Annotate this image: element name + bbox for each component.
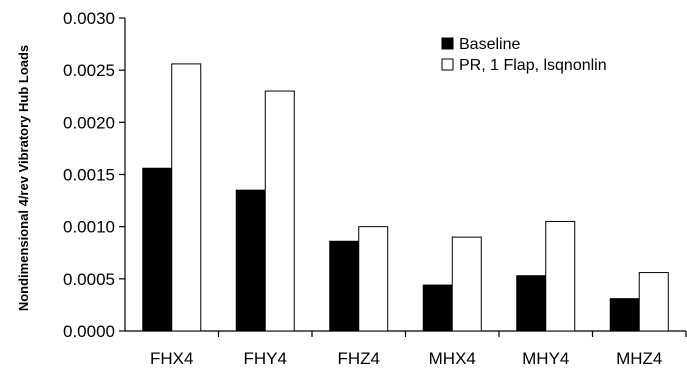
legend-label-baseline: Baseline: [459, 36, 520, 53]
bar-baseline-fhy4: [235, 189, 266, 332]
y-tick-label: 0.0025: [63, 61, 115, 80]
x-tick-label-fhy4: FHY4: [244, 349, 287, 368]
x-tick-label-fhz4: FHZ4: [338, 349, 381, 368]
bar-pr-1-flap-fhx4: [171, 63, 202, 332]
bar-baseline-mhx4: [422, 284, 453, 332]
x-tick-label-fhx4: FHX4: [150, 349, 193, 368]
bar-baseline-mhz4: [609, 298, 640, 332]
bar-pr-1-flap-mhx4: [451, 236, 482, 332]
y-tick-label: 0.0020: [63, 113, 115, 132]
bar-baseline-fhx4: [142, 167, 173, 332]
legend: Baseline PR, 1 Flap, lsqnonlin: [441, 36, 607, 74]
y-tick-label: 0.0030: [63, 9, 115, 28]
bar-baseline-mhy4: [516, 275, 547, 332]
legend-swatch-baseline: [441, 37, 454, 50]
bars: [142, 63, 669, 332]
bar-pr-1-flap-fhy4: [264, 90, 295, 332]
x-tick-label-mhy4: MHY4: [522, 349, 569, 368]
y-axis-ticks: 0.0000 0.0005 0.0010 0.0015 0.0020 0.0025 0.00…: [63, 9, 125, 341]
x-axis-ticks: FHX4 FHY4 FHZ4 MHX4 MHY4 MHZ4: [150, 331, 687, 368]
y-tick-label: 0.0015: [63, 166, 115, 185]
legend-label-pr-1-flap: PR, 1 Flap, lsqnonlin: [459, 57, 607, 74]
bar-pr-1-flap-fhz4: [358, 226, 389, 332]
y-tick-label: 0.0005: [63, 270, 115, 289]
y-tick-label: 0.0010: [63, 218, 115, 237]
x-tick-label-mhz4: MHZ4: [616, 349, 662, 368]
bar-pr-1-flap-mhz4: [638, 272, 669, 332]
bar-pr-1-flap-mhy4: [545, 220, 576, 332]
bar-baseline-fhz4: [329, 240, 360, 332]
y-axis-label: Nondimensional 4/rev Vibratory Hub Loads: [16, 45, 31, 311]
legend-swatch-pr-1-flap: [441, 58, 454, 71]
x-tick-label-mhx4: MHX4: [429, 349, 476, 368]
y-tick-label: 0.0000: [63, 322, 115, 341]
